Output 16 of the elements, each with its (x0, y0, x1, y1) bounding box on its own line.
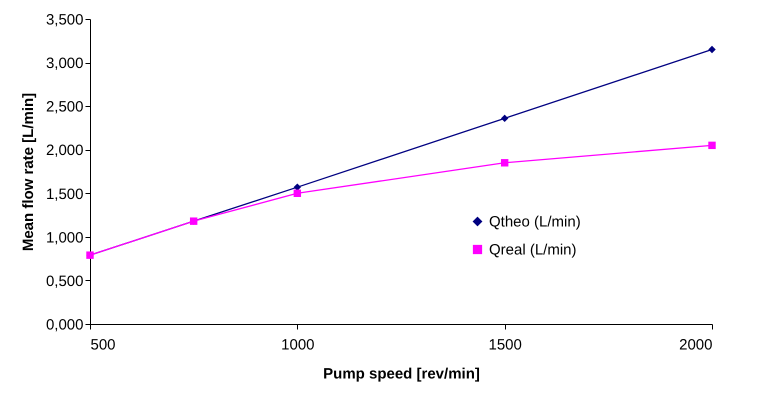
y-tick-label: 2,500 (46, 98, 84, 116)
y-tick-label: 3,500 (46, 12, 84, 28)
x-tick-label: 1000 (281, 336, 315, 354)
x-axis-title: Pump speed [rev/min] (323, 366, 480, 382)
y-tick-label: 1,500 (46, 186, 84, 203)
legend-label: Qtheo (L/min) (489, 214, 581, 230)
y-tick-label: 1,000 (46, 229, 84, 246)
x-tick-label: 500 (90, 336, 116, 354)
y-tick-label: 0,000 (46, 316, 84, 334)
x-tick-label: 2000 (679, 336, 712, 354)
y-tick-label: 0,500 (46, 272, 84, 290)
x-tick-label: 1500 (488, 336, 522, 354)
legend-label: Qreal (L/min) (489, 242, 577, 258)
y-tick-label: 2,000 (46, 142, 84, 160)
y-tick-label: 3,000 (46, 55, 84, 72)
y-axis-title: Mean flow rate [L/min] (20, 92, 37, 252)
